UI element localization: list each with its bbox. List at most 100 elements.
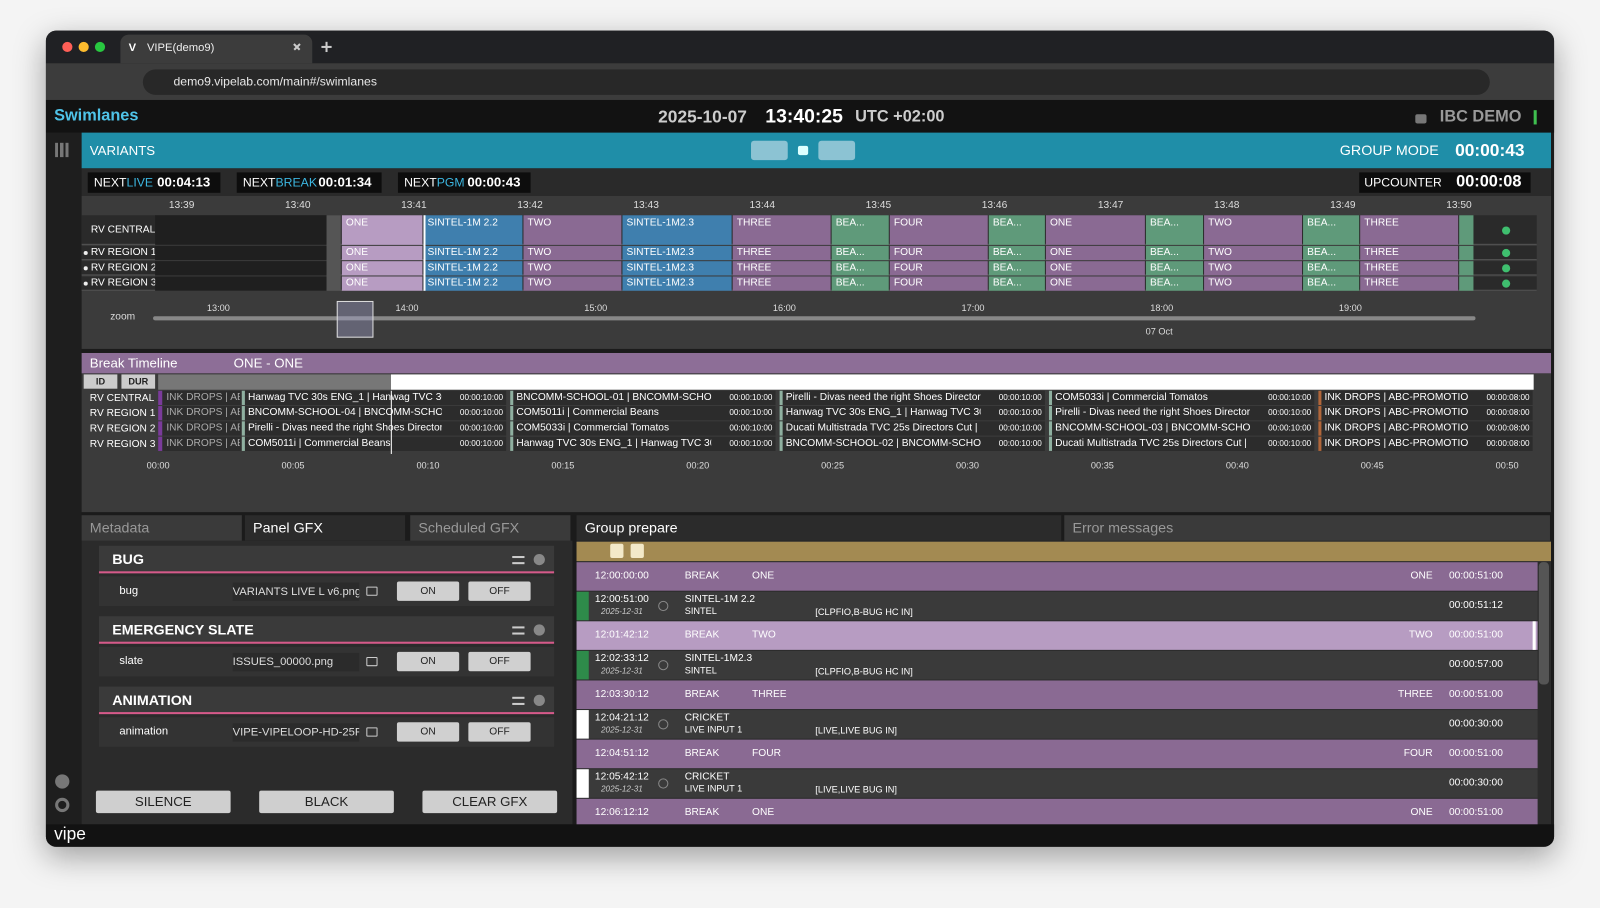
prepare-row[interactable] — [576, 680, 1538, 710]
prepare-row[interactable] — [576, 769, 1538, 798]
folder-icon[interactable] — [366, 727, 378, 737]
off-button[interactable]: OFF — [468, 722, 531, 742]
break-item[interactable] — [779, 436, 1045, 451]
segment[interactable] — [622, 245, 732, 261]
segment[interactable] — [831, 215, 889, 245]
window-control[interactable] — [78, 41, 89, 53]
segment[interactable] — [732, 261, 831, 276]
break-item[interactable] — [779, 390, 1045, 406]
segment[interactable] — [1303, 261, 1360, 276]
segment[interactable] — [889, 261, 988, 276]
segment[interactable] — [622, 261, 732, 276]
segment[interactable] — [1204, 276, 1303, 291]
segment[interactable] — [1360, 215, 1459, 245]
help-icon[interactable] — [55, 774, 70, 789]
segment[interactable] — [622, 276, 732, 291]
segment[interactable] — [1045, 245, 1145, 261]
segment[interactable] — [523, 245, 622, 261]
break-item[interactable] — [510, 421, 776, 436]
prepare-row[interactable] — [576, 710, 1538, 739]
segment[interactable] — [523, 276, 622, 291]
segment[interactable] — [988, 245, 1045, 261]
segment[interactable] — [831, 261, 889, 276]
prepare-row[interactable] — [576, 621, 1538, 650]
on-button[interactable]: ON — [396, 651, 460, 672]
segment[interactable] — [1204, 215, 1303, 245]
break-item[interactable] — [1048, 390, 1315, 406]
segment[interactable] — [889, 276, 988, 291]
segment[interactable] — [341, 276, 423, 291]
segment[interactable] — [622, 215, 732, 245]
panel-tab[interactable]: Scheduled GFX — [410, 515, 571, 541]
settings-icon[interactable] — [55, 797, 70, 813]
move-up[interactable] — [610, 543, 624, 559]
segment[interactable] — [1204, 261, 1303, 276]
segment[interactable] — [988, 261, 1045, 276]
segment[interactable] — [732, 215, 831, 245]
segment[interactable] — [831, 245, 889, 261]
segment[interactable] — [1360, 261, 1459, 276]
section-menu[interactable] — [512, 626, 525, 635]
section-menu[interactable] — [512, 696, 525, 705]
window-control[interactable] — [94, 41, 106, 53]
segment[interactable] — [1045, 261, 1145, 276]
segment[interactable] — [1145, 215, 1204, 245]
segment[interactable] — [1303, 215, 1360, 245]
break-item[interactable] — [1318, 421, 1533, 436]
prepare-row[interactable] — [576, 798, 1538, 825]
segment[interactable] — [423, 215, 523, 245]
action-button[interactable]: SILENCE — [95, 790, 231, 814]
file-name[interactable]: ISSUES_00000.png — [232, 652, 360, 672]
section-menu[interactable] — [512, 556, 525, 565]
scrollbar[interactable] — [1538, 562, 1549, 685]
apps-icon[interactable] — [55, 142, 70, 158]
break-item[interactable] — [241, 421, 507, 436]
window-control[interactable] — [62, 41, 73, 53]
action-button[interactable]: CLEAR GFX — [422, 790, 558, 814]
segment[interactable] — [1045, 215, 1145, 245]
segment[interactable] — [1045, 276, 1145, 291]
column-button[interactable]: ID — [83, 374, 118, 389]
break-item[interactable] — [1318, 406, 1533, 421]
segment[interactable] — [423, 261, 523, 276]
segment[interactable] — [831, 276, 889, 291]
action-button[interactable]: BLACK — [259, 790, 394, 814]
segment[interactable] — [732, 276, 831, 291]
column-button[interactable]: DUR — [121, 374, 156, 389]
segment[interactable] — [1360, 245, 1459, 261]
segment[interactable] — [889, 215, 988, 245]
segment[interactable] — [732, 245, 831, 261]
browser-tab[interactable] — [120, 34, 313, 64]
break-item[interactable] — [779, 406, 1045, 421]
segment[interactable] — [341, 245, 423, 261]
prepare-row[interactable] — [576, 591, 1538, 621]
break-item[interactable] — [1048, 436, 1315, 451]
segment[interactable] — [988, 276, 1045, 291]
segment[interactable] — [1145, 245, 1204, 261]
zoom-window[interactable] — [336, 300, 374, 338]
break-item[interactable] — [1318, 436, 1533, 451]
break-item[interactable] — [510, 406, 776, 421]
url-field[interactable] — [142, 69, 1490, 95]
move-down[interactable] — [630, 543, 644, 559]
break-item[interactable] — [1048, 421, 1315, 436]
panel-tab[interactable]: Metadata — [81, 515, 242, 541]
on-button[interactable]: ON — [396, 722, 460, 742]
break-item[interactable] — [779, 421, 1045, 436]
prepare-tab[interactable]: Group prepare — [576, 515, 1062, 541]
break-item[interactable] — [510, 436, 776, 451]
prepare-row[interactable] — [576, 739, 1538, 769]
break-item[interactable] — [1048, 406, 1315, 421]
prepare-tab[interactable]: Error messages — [1064, 515, 1550, 541]
segment[interactable] — [341, 261, 423, 276]
off-button[interactable]: OFF — [468, 581, 531, 601]
segment[interactable] — [1303, 276, 1360, 291]
folder-icon[interactable] — [366, 657, 378, 667]
break-item[interactable] — [241, 436, 507, 451]
segment[interactable] — [1360, 276, 1459, 291]
skip-button[interactable] — [818, 140, 856, 161]
folder-icon[interactable] — [366, 586, 378, 596]
off-button[interactable]: OFF — [468, 651, 531, 672]
segment[interactable] — [1145, 261, 1204, 276]
segment[interactable] — [423, 245, 523, 261]
